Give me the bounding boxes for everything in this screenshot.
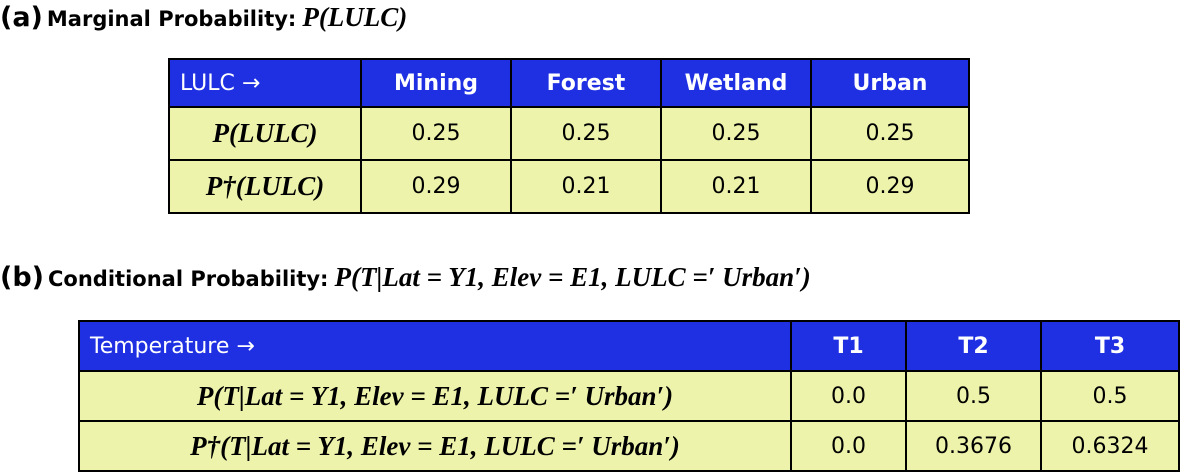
header-cell: Urban (810, 58, 970, 108)
cell: 0.5 (905, 370, 1042, 422)
table-row: P†(LULC) 0.29 0.21 0.21 0.29 (168, 159, 970, 214)
header-cell: Forest (510, 58, 662, 108)
header-cell: T1 (790, 320, 907, 372)
cell: 0.25 (810, 106, 970, 161)
header-cell: T3 (1040, 320, 1180, 372)
formula: P(LULC) (302, 2, 408, 32)
header-row: LULC → Mining Forest Wetland Urban (168, 58, 970, 108)
cell: 0.25 (360, 106, 512, 161)
table-a: LULC → Mining Forest Wetland Urban P(LULC) 0.2… (168, 58, 970, 214)
header-cell: Temperature → (78, 320, 792, 372)
row-label: P(T|Lat = Y1, Elev = E1, LULC =′ Urban′) (78, 370, 792, 422)
cell: 0.21 (660, 159, 812, 214)
header-row: Temperature → T1 T2 T3 (78, 320, 1180, 372)
header-cell: Wetland (660, 58, 812, 108)
formula: P(T|Lat = Y1, Elev = E1, LULC =′ Urban′) (334, 262, 811, 292)
cell: 0.25 (660, 106, 812, 161)
cell: 0.29 (810, 159, 970, 214)
table-row: P(LULC) 0.25 0.25 0.25 0.25 (168, 106, 970, 161)
cell: 0.5 (1040, 370, 1180, 422)
cell: 0.29 (360, 159, 512, 214)
table-row: P†(T|Lat = Y1, Elev = E1, LULC =′ Urban′… (78, 420, 1180, 472)
cell: 0.6324 (1040, 420, 1180, 472)
section-label: (b) (0, 262, 45, 293)
row-label: P†(T|Lat = Y1, Elev = E1, LULC =′ Urban′… (78, 420, 792, 472)
cell: 0.3676 (905, 420, 1042, 472)
section-title: Conditional Probability: (48, 267, 329, 291)
row-label: P†(LULC) (168, 159, 362, 214)
heading-b: (b) Conditional Probability: P(T|Lat = Y1,… (0, 262, 811, 293)
section-label: (a) (0, 2, 43, 33)
header-cell: Mining (360, 58, 512, 108)
heading-a: (a) Marginal Probability: P(LULC) (0, 2, 407, 33)
cell: 0.0 (790, 420, 907, 472)
section-title: Marginal Probability: (46, 7, 297, 31)
table-row: P(T|Lat = Y1, Elev = E1, LULC =′ Urban′)… (78, 370, 1180, 422)
header-cell: T2 (905, 320, 1042, 372)
header-cell: LULC → (168, 58, 362, 108)
row-label: P(LULC) (168, 106, 362, 161)
table-b: Temperature → T1 T2 T3 P(T|Lat = Y1, Elev = … (78, 320, 1180, 472)
cell: 0.0 (790, 370, 907, 422)
cell: 0.21 (510, 159, 662, 214)
cell: 0.25 (510, 106, 662, 161)
